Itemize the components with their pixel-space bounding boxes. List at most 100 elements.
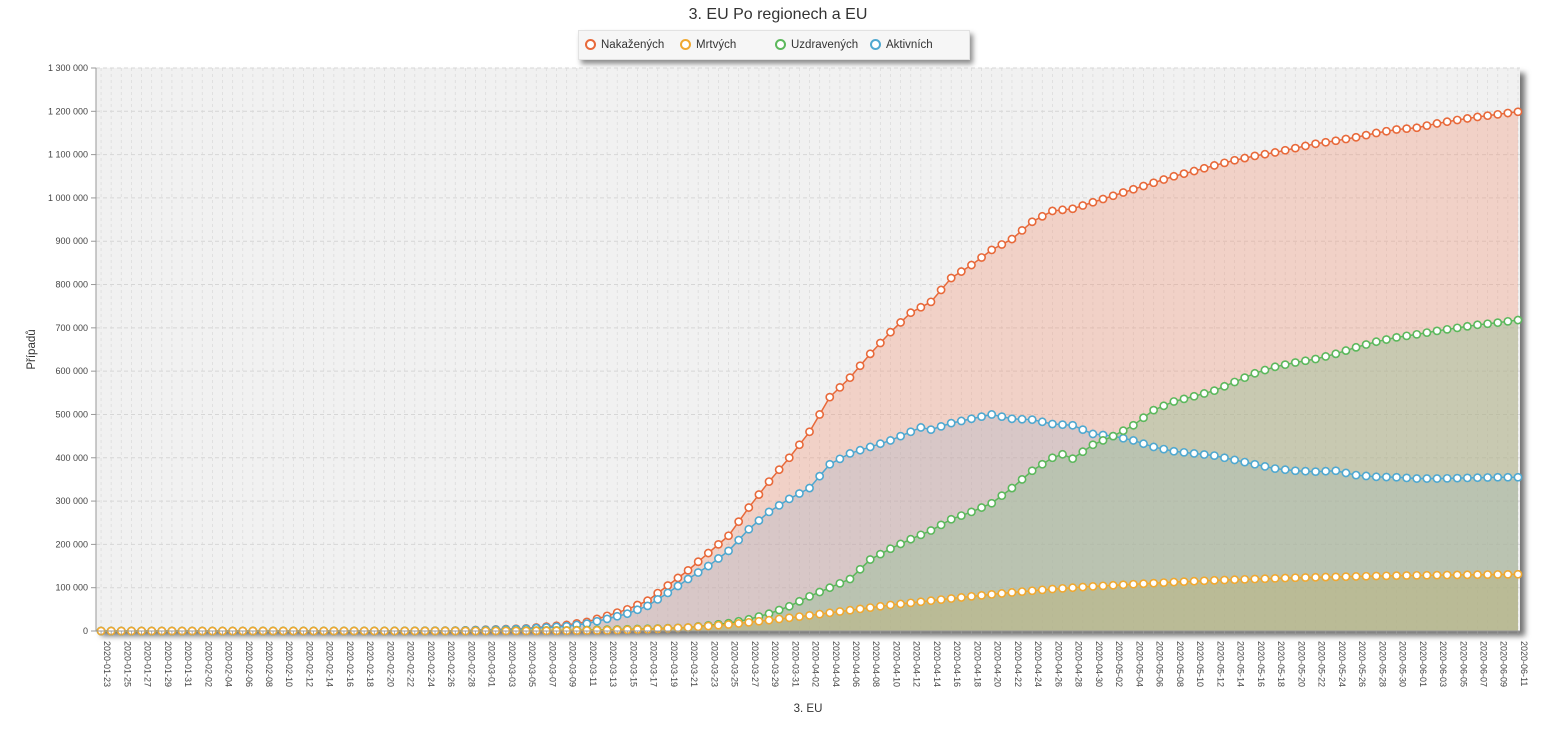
data-point xyxy=(1483,570,1493,579)
data-point xyxy=(875,601,885,611)
data-point xyxy=(1473,473,1482,483)
data-point xyxy=(1058,420,1067,430)
data-point xyxy=(1402,473,1412,483)
data-point xyxy=(1159,444,1169,454)
data-point xyxy=(1392,332,1401,342)
data-point xyxy=(1007,414,1017,424)
data-point xyxy=(1412,474,1422,483)
data-point xyxy=(1027,415,1037,425)
data-point xyxy=(1088,197,1098,207)
data-point xyxy=(1189,166,1199,176)
data-point xyxy=(714,554,723,563)
data-point xyxy=(795,612,804,621)
x-tick-label: 2020-03-15 xyxy=(628,641,638,687)
data-point xyxy=(835,382,845,392)
data-point xyxy=(795,440,804,450)
data-point xyxy=(1128,579,1138,589)
x-tick-label: 2020-01-31 xyxy=(183,641,193,687)
data-point xyxy=(1341,572,1351,582)
data-point xyxy=(805,611,814,620)
legend-item-uzdravenych[interactable]: Uzdravených xyxy=(775,37,858,53)
data-point xyxy=(1169,577,1179,587)
data-point xyxy=(1149,578,1159,588)
data-point xyxy=(825,459,835,469)
data-point xyxy=(815,410,825,419)
data-point xyxy=(703,621,713,631)
x-tick-label: 2020-06-11 xyxy=(1519,641,1529,686)
x-tick-label: 2020-04-08 xyxy=(871,641,881,687)
data-point xyxy=(1412,123,1422,133)
data-point xyxy=(1179,577,1189,587)
data-point xyxy=(936,285,946,295)
legend-item-aktivnich[interactable]: Aktivních xyxy=(870,37,933,53)
data-point xyxy=(734,619,744,628)
data-point xyxy=(1382,335,1391,344)
data-point xyxy=(1462,114,1472,123)
data-point xyxy=(1432,119,1442,128)
data-point xyxy=(956,267,966,276)
x-tick-label: 2020-05-24 xyxy=(1337,641,1347,687)
data-point xyxy=(683,623,693,632)
data-point xyxy=(1098,436,1108,445)
data-point xyxy=(1321,466,1331,476)
data-point xyxy=(1432,326,1442,336)
data-point xyxy=(865,442,875,452)
data-point xyxy=(1371,571,1381,581)
data-point xyxy=(592,616,602,626)
data-point xyxy=(1220,575,1229,585)
data-point xyxy=(1179,394,1189,404)
data-point xyxy=(946,594,956,603)
x-tick-label: 2020-03-19 xyxy=(669,641,679,687)
data-point xyxy=(1290,358,1300,367)
data-point xyxy=(1422,570,1432,580)
data-point xyxy=(1392,125,1401,134)
data-point xyxy=(1118,188,1128,197)
data-point xyxy=(1139,413,1148,423)
data-point xyxy=(703,548,713,558)
data-point xyxy=(724,531,733,541)
data-point xyxy=(693,557,703,567)
data-point xyxy=(1230,155,1239,165)
data-point xyxy=(1280,360,1290,370)
data-point xyxy=(896,599,906,609)
data-point xyxy=(987,245,997,255)
y-tick-label: 600 000 xyxy=(55,366,88,376)
data-point xyxy=(1493,570,1503,579)
data-point xyxy=(1098,194,1108,204)
data-point xyxy=(1037,585,1047,595)
data-point xyxy=(744,617,754,627)
data-point xyxy=(1270,362,1280,372)
x-tick-label: 2020-05-22 xyxy=(1317,641,1327,687)
data-point xyxy=(1290,143,1300,153)
x-tick-label: 2020-01-27 xyxy=(143,641,153,687)
data-point xyxy=(1068,420,1078,430)
x-tick-label: 2020-05-04 xyxy=(1134,641,1144,687)
x-tick-label: 2020-03-07 xyxy=(547,641,557,687)
legend-item-mrtvych[interactable]: Mrtvých xyxy=(680,37,736,53)
data-point xyxy=(1301,573,1310,582)
y-tick-label: 200 000 xyxy=(55,539,88,549)
data-point xyxy=(1037,211,1047,221)
legend-item-nakazenych[interactable]: Nakažených xyxy=(585,37,664,53)
data-point xyxy=(805,483,814,493)
x-tick-label: 2020-03-31 xyxy=(790,641,800,687)
data-point xyxy=(1220,158,1229,168)
data-point xyxy=(1442,324,1452,334)
y-tick-label: 300 000 xyxy=(55,496,88,506)
data-point xyxy=(1017,475,1027,484)
data-point xyxy=(946,273,956,283)
series-area xyxy=(101,320,1518,631)
data-point xyxy=(734,517,744,527)
data-point xyxy=(855,564,865,574)
data-point xyxy=(1452,115,1462,125)
x-tick-label: 2020-06-05 xyxy=(1458,641,1468,687)
data-point xyxy=(916,302,926,312)
data-point xyxy=(622,609,632,619)
data-point xyxy=(967,591,976,601)
data-point xyxy=(1007,588,1017,597)
data-point xyxy=(835,454,845,464)
data-point xyxy=(1017,414,1027,424)
data-point xyxy=(896,431,906,441)
x-tick-label: 2020-05-26 xyxy=(1357,641,1367,687)
data-point xyxy=(1442,473,1452,483)
